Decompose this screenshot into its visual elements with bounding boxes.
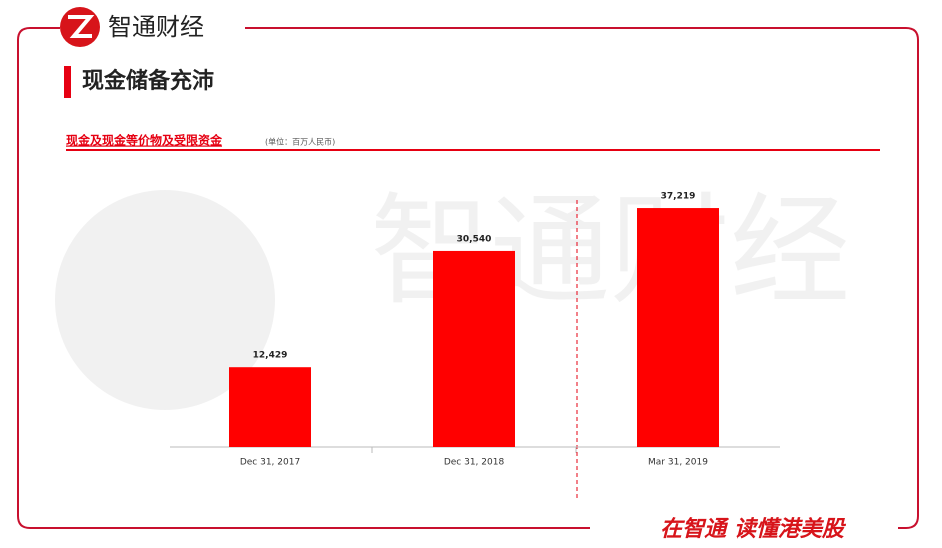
brand: 智通财经 xyxy=(108,13,204,41)
frame xyxy=(245,27,919,529)
plot: 12,429 Dec 31, 2017 30,540 Dec 31, 2018 37,2… xyxy=(229,192,719,468)
footer-bg xyxy=(598,512,898,544)
x-tick-label: Dec 31, 2017 xyxy=(240,458,300,468)
bar xyxy=(433,250,515,447)
chart-title: 现金及现金等价物及受限资金 xyxy=(66,133,223,148)
value-label: 12,429 xyxy=(253,351,288,361)
bar xyxy=(637,208,719,447)
frame xyxy=(17,27,590,529)
title-bar xyxy=(64,66,71,98)
logo-mark xyxy=(68,15,95,38)
chart-subtitle: (单位：百万人民币) xyxy=(265,137,335,147)
x-tick-label: Mar 31, 2019 xyxy=(648,458,708,468)
x-tick-label: Dec 31, 2018 xyxy=(444,458,505,468)
slide-title: 现金储备充沛 xyxy=(82,68,214,94)
footer-slogan: 在智通 读懂港美股 xyxy=(660,516,847,542)
value-label: 30,540 xyxy=(457,234,492,244)
watermark-logo xyxy=(55,190,275,410)
bar xyxy=(229,367,311,447)
value-label: 37,219 xyxy=(661,192,696,202)
